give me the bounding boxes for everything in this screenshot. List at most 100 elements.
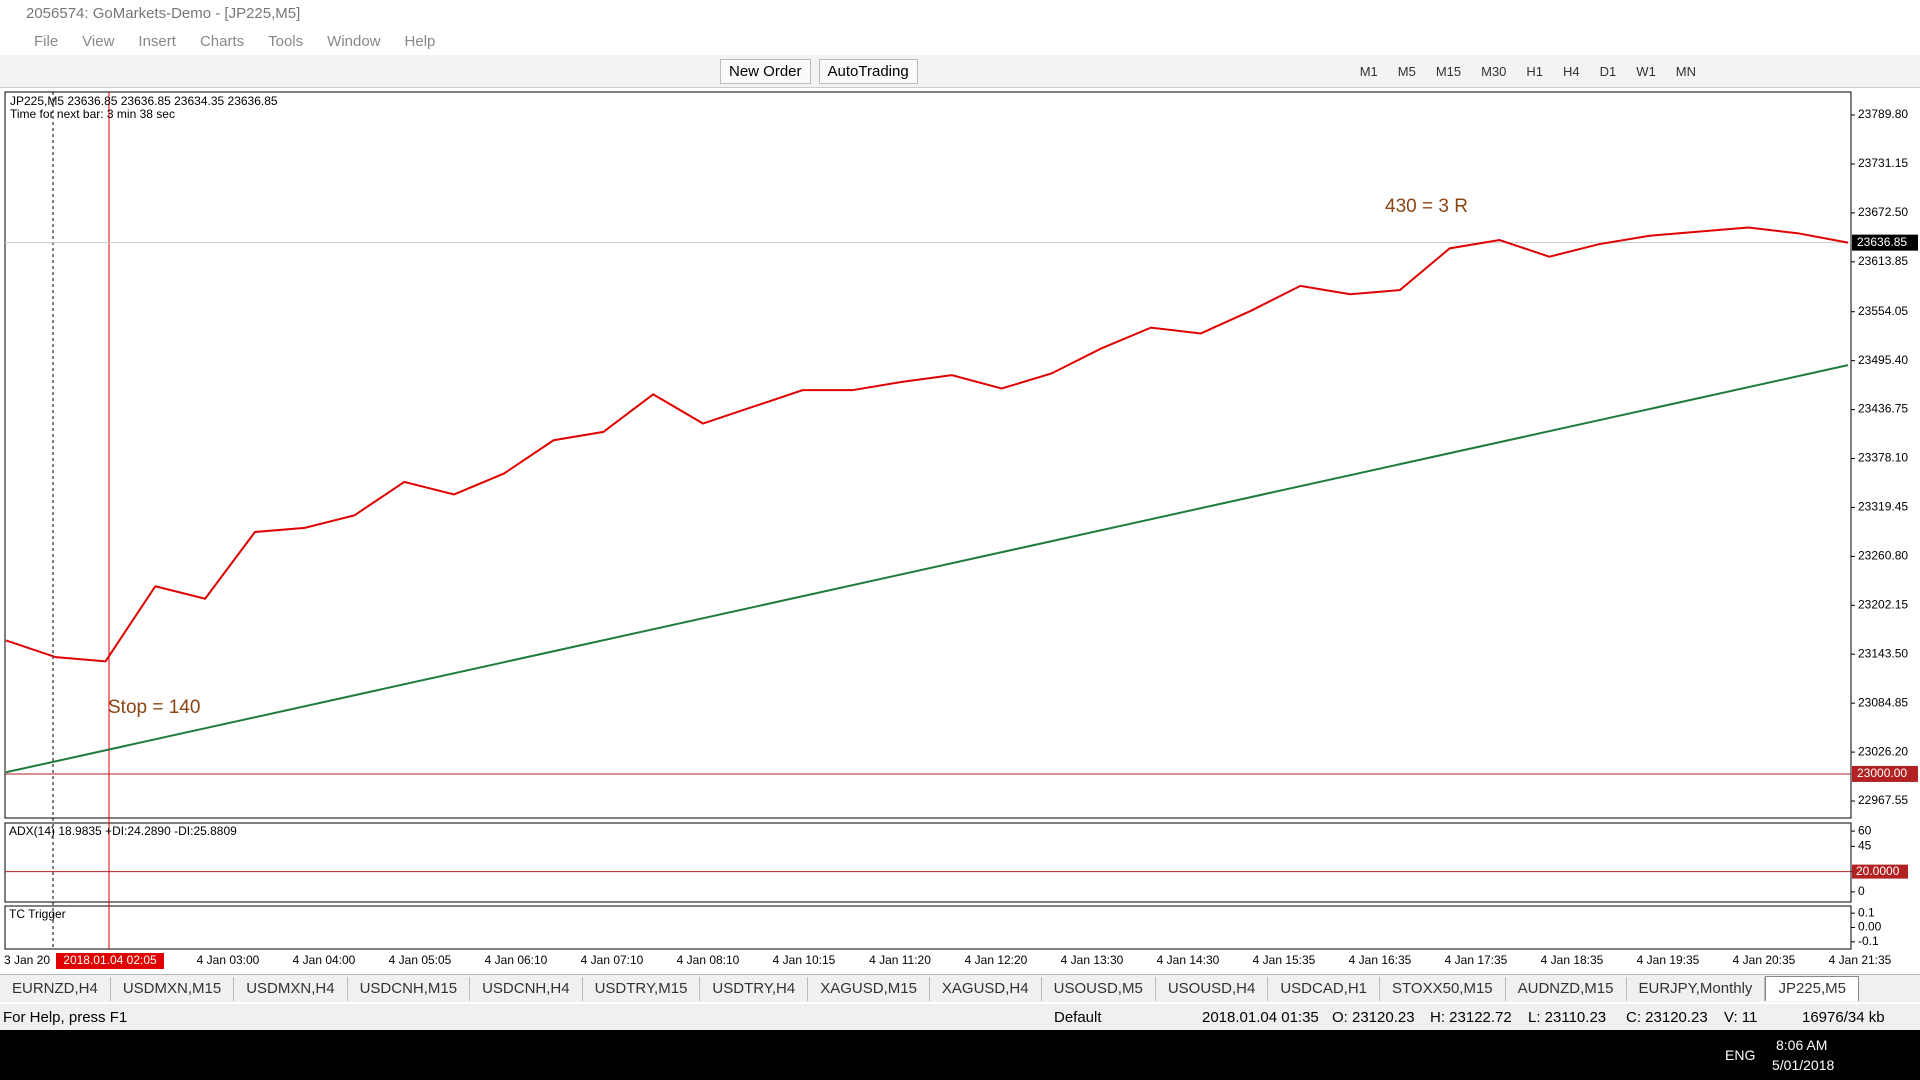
chart-tab[interactable]: USDMXN,M15	[111, 976, 235, 1001]
clock[interactable]: 8:06 AM	[1776, 1037, 1828, 1053]
y-tick-label: 0.1	[1858, 905, 1875, 919]
chart-tab[interactable]: USDMXN,H4	[234, 976, 348, 1001]
bar-low: L: 23110.23	[1528, 1009, 1607, 1026]
annotation: Stop = 140	[108, 697, 200, 718]
time-label: 4 Jan 21:35	[1829, 953, 1892, 967]
level-box	[1852, 864, 1908, 879]
timeframe-button[interactable]: M30	[1481, 63, 1507, 79]
status-bar: For Help, press F1 Default 2018.01.04 01…	[0, 1004, 1920, 1030]
menu-item[interactable]: Help	[404, 32, 436, 50]
chart-tab[interactable]: USDCNH,M15	[348, 976, 471, 1001]
y-tick-label: 23260.80	[1858, 549, 1908, 563]
y-tick-label: 23143.50	[1858, 646, 1908, 660]
chart-tabs: EURNZD,H4 USDMXN,M15 USDMXN,H4 USDCNH,M15 US…	[0, 974, 1920, 1002]
new-order-button[interactable]: New Order	[720, 58, 811, 84]
time-label: 4 Jan 13:30	[1061, 953, 1124, 967]
y-tick-label: 23084.85	[1858, 695, 1908, 709]
menu-item[interactable]: View	[82, 32, 115, 50]
date[interactable]: 5/01/2018	[1772, 1057, 1835, 1073]
chart-tab[interactable]: STOXX50,M15	[1380, 976, 1506, 1001]
time-label: 3 Jan 20	[4, 953, 50, 967]
tc-label: TC Trigger	[9, 907, 66, 921]
chart-tab[interactable]: XAGUSD,M15	[808, 976, 930, 1001]
y-tick-label: 23554.05	[1858, 304, 1908, 318]
chart-tab[interactable]: USDCAD,H1	[1268, 976, 1381, 1001]
timeframe-button[interactable]: M15	[1435, 63, 1462, 79]
bar-time: 2018.01.04 01:35	[1202, 1009, 1319, 1026]
y-tick-label: 23378.10	[1858, 451, 1908, 465]
adx-label: ADX(14) 18.9835 +DI:24.2890 -DI:25.8809	[9, 824, 237, 838]
menu-item[interactable]: Insert	[138, 32, 176, 50]
chart-tab[interactable]: AUDNZD,M15	[1506, 976, 1627, 1001]
menu-item[interactable]: Charts	[199, 32, 245, 50]
y-tick-label: 23202.15	[1858, 597, 1908, 611]
long-ma-line	[5, 364, 1849, 774]
time-label: 4 Jan 06:10	[485, 953, 548, 967]
cursor-time-box	[56, 953, 164, 969]
level-label: 23000.00	[1857, 766, 1907, 780]
chart-tab[interactable]: USOUSD,M5	[1042, 976, 1156, 1001]
bar-close: C: 23120.23	[1626, 1009, 1708, 1026]
menu-item[interactable]: Window	[327, 32, 381, 50]
bar-volume: V: 11	[1724, 1009, 1758, 1026]
time-label: 4 Jan 05:05	[389, 953, 452, 967]
timeframe-button[interactable]: M1	[1359, 63, 1378, 79]
time-label: 4 Jan 07:10	[581, 953, 644, 967]
chart-tab[interactable]: USDCNH,H4	[470, 976, 583, 1001]
help-text: For Help, press F1	[3, 1009, 128, 1026]
time-label: 4 Jan 20:35	[1733, 953, 1796, 967]
chart-tab[interactable]: USDTRY,M15	[583, 976, 701, 1001]
chart-tab[interactable]: EURJPY,Monthly	[1627, 976, 1766, 1001]
timeframe-button[interactable]: D1	[1599, 63, 1617, 79]
annotation: 430 = 3 R	[1385, 196, 1468, 217]
y-tick-label: 45	[1858, 838, 1872, 852]
language[interactable]: ENG	[1725, 1047, 1756, 1063]
title-bar: 2056574: GoMarkets-Demo - [JP225,M5]	[0, 0, 1920, 27]
y-tick-label: 23613.85	[1858, 254, 1908, 268]
time-label: 4 Jan 18:35	[1541, 953, 1604, 967]
chart-tab[interactable]: USDTRY,H4	[700, 976, 809, 1001]
y-tick-label: 23731.15	[1858, 156, 1908, 170]
menu-item[interactable]: File	[34, 32, 59, 50]
y-tick-label: 23672.50	[1858, 205, 1908, 219]
y-tick-label: 23495.40	[1858, 353, 1908, 367]
time-label: 4 Jan 04:00	[293, 953, 356, 967]
chart-tab[interactable]: JP225,M5	[1765, 976, 1859, 1001]
time-label: 4 Jan 12:20	[965, 953, 1028, 967]
y-tick-label: 20.0000	[1856, 864, 1900, 878]
time-label: 4 Jan 17:35	[1445, 953, 1508, 967]
profile: Default	[1054, 1009, 1102, 1026]
y-tick-label: 0	[1858, 884, 1865, 898]
y-tick-label: 22967.55	[1858, 793, 1908, 807]
chart-tab[interactable]: EURNZD,H4	[0, 976, 111, 1001]
y-tick-label: 0.00	[1858, 920, 1882, 934]
menu-item[interactable]: Tools	[268, 32, 304, 50]
bar-timer: Time for next bar: 3 min 38 sec	[10, 107, 175, 121]
chart-info: JP225,M5 23636.85 23636.85 23634.35 2363…	[10, 94, 278, 108]
timeframe-button[interactable]: M5	[1397, 63, 1416, 79]
time-label: 4 Jan 14:30	[1157, 953, 1220, 967]
chart-tab[interactable]: USOUSD,H4	[1156, 976, 1269, 1001]
menu-bar: File View Insert Charts Tools Window Help	[0, 27, 1920, 55]
time-label: 4 Jan 15:35	[1253, 953, 1316, 967]
window-title: 2056574: GoMarkets-Demo - [JP225,M5]	[26, 5, 301, 22]
time-label: 4 Jan 19:35	[1637, 953, 1700, 967]
y-tick-label: 60	[1858, 823, 1872, 837]
chart-tab[interactable]: XAGUSD,H4	[930, 976, 1042, 1001]
y-tick-label: 23319.45	[1858, 500, 1908, 514]
y-tick-label: -0.1	[1858, 934, 1879, 948]
timeframe-button[interactable]: W1	[1636, 63, 1656, 79]
y-tick-label: 23436.75	[1858, 402, 1908, 416]
toolbar: New Order AutoTrading M1 M5 M15 M30 H1 H4 D1 W1…	[0, 55, 1920, 88]
time-label: 4 Jan 03:00	[197, 953, 260, 967]
adx-pane	[4, 822, 1852, 903]
timeframe-button[interactable]: H4	[1563, 63, 1580, 79]
autotrading-button[interactable]: AutoTrading	[818, 58, 918, 84]
timeframe-button[interactable]: MN	[1675, 63, 1697, 79]
timeframe-button[interactable]: H1	[1526, 63, 1544, 79]
tc-pane	[4, 905, 1852, 950]
cursor-time: 2018.01.04 02:05	[63, 953, 157, 967]
price-label: 23636.85	[1857, 235, 1907, 249]
